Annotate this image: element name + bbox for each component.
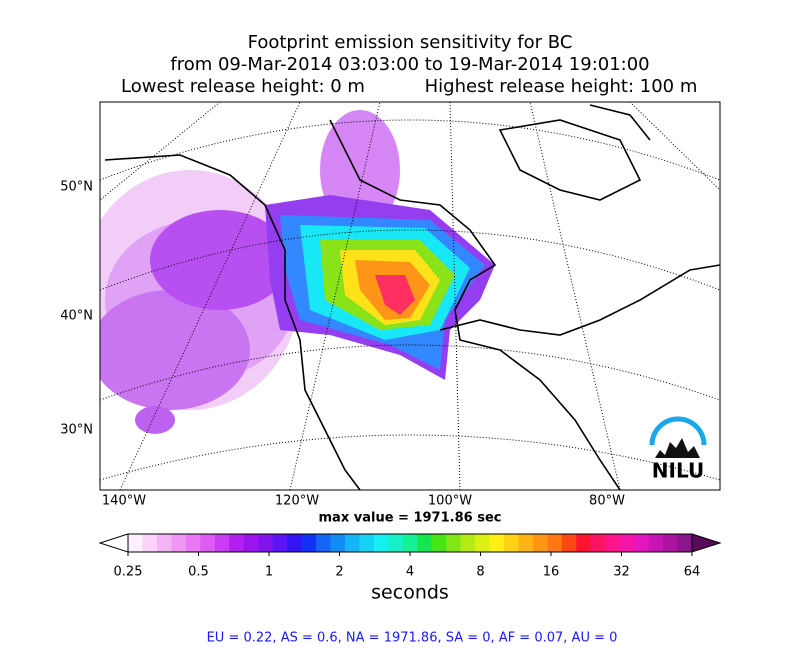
colorbar-swatch bbox=[258, 534, 274, 552]
lon-label: 140°W bbox=[102, 494, 146, 509]
colorbar-extend-low bbox=[98, 533, 129, 553]
colorbar-swatch bbox=[359, 534, 375, 552]
colorbar-swatch bbox=[316, 534, 331, 552]
colorbar-swatch bbox=[475, 534, 491, 552]
lat-label: 30°N bbox=[60, 423, 93, 438]
colorbar-swatch bbox=[417, 534, 433, 552]
lowest-height: Lowest release height: 0 m bbox=[121, 76, 365, 97]
colorbar-swatch bbox=[576, 534, 592, 552]
map-frame bbox=[99, 101, 721, 491]
colorbar-swatch bbox=[489, 534, 505, 552]
lon-label: 120°W bbox=[275, 494, 319, 509]
colorbar-swatch bbox=[200, 534, 216, 552]
colorbar-swatch bbox=[663, 534, 679, 552]
colorbar-tick-label: 4 bbox=[406, 565, 414, 580]
colorbar-swatch bbox=[648, 534, 664, 552]
colorbar-swatch bbox=[504, 534, 519, 552]
colorbar-swatch bbox=[402, 534, 418, 552]
colorbar-swatch bbox=[388, 534, 404, 552]
colorbar-swatch bbox=[373, 534, 389, 552]
map: NILU bbox=[100, 102, 720, 490]
colorbar: 0.25 0.5 1 2 4 8 16 32 64 bbox=[98, 533, 722, 580]
subtitle: from 09-Mar-2014 03:03:00 to 19-Mar-2014… bbox=[170, 54, 649, 75]
colorbar-tick-label: 0.25 bbox=[114, 565, 143, 580]
colorbar-swatch bbox=[156, 534, 172, 552]
colorbar-swatch bbox=[605, 534, 621, 552]
colorbar-swatch bbox=[634, 534, 650, 552]
colorbar-swatch bbox=[272, 534, 288, 552]
colorbar-swatch bbox=[214, 534, 230, 552]
lon-label: 100°W bbox=[428, 494, 472, 509]
colorbar-extend-high bbox=[691, 533, 722, 553]
colorbar-tick-label: 32 bbox=[613, 565, 630, 580]
colorbar-swatch bbox=[287, 534, 303, 552]
colorbar-tick-label: 8 bbox=[476, 565, 484, 580]
colorbar-swatch bbox=[142, 534, 158, 552]
lat-label: 40°N bbox=[60, 309, 93, 324]
colorbar-tick-label: 64 bbox=[684, 565, 701, 580]
colorbar-swatch bbox=[431, 534, 447, 552]
colorbar-swatch bbox=[128, 534, 143, 552]
highest-height: Highest release height: 100 m bbox=[425, 76, 698, 97]
colorbar-swatch bbox=[460, 534, 476, 552]
lat-label: 50°N bbox=[60, 180, 93, 195]
colorbar-swatch bbox=[229, 534, 245, 552]
colorbar-swatch bbox=[590, 534, 606, 552]
colorbar-swatch bbox=[446, 534, 462, 552]
lon-label: 80°W bbox=[589, 494, 625, 509]
colorbar-swatch bbox=[243, 534, 259, 552]
colorbar-swatch bbox=[185, 534, 201, 552]
max-value: max value = 1971.86 sec bbox=[319, 511, 502, 526]
colorbar-swatch bbox=[561, 534, 577, 552]
colorbar-swatch bbox=[547, 534, 563, 552]
colorbar-label: seconds bbox=[371, 582, 449, 604]
colorbar-tick-label: 0.5 bbox=[188, 565, 209, 580]
colorbar-swatch bbox=[532, 534, 548, 552]
colorbar-swatch bbox=[518, 534, 534, 552]
colorbar-swatch bbox=[301, 534, 317, 552]
colorbar-swatch bbox=[171, 534, 187, 552]
colorbar-tick-label: 1 bbox=[265, 565, 273, 580]
title: Footprint emission sensitivity for BC bbox=[248, 32, 573, 53]
logo: NILU bbox=[652, 459, 704, 483]
colorbar-swatch bbox=[677, 534, 693, 552]
footer: EU = 0.22, AS = 0.6, NA = 1971.86, SA = … bbox=[207, 631, 618, 646]
colorbar-swatch bbox=[619, 534, 635, 552]
colorbar-tick-label: 16 bbox=[543, 565, 560, 580]
colorbar-tick-label: 2 bbox=[335, 565, 343, 580]
colorbar-swatch bbox=[344, 534, 360, 552]
colorbar-swatch bbox=[330, 534, 346, 552]
